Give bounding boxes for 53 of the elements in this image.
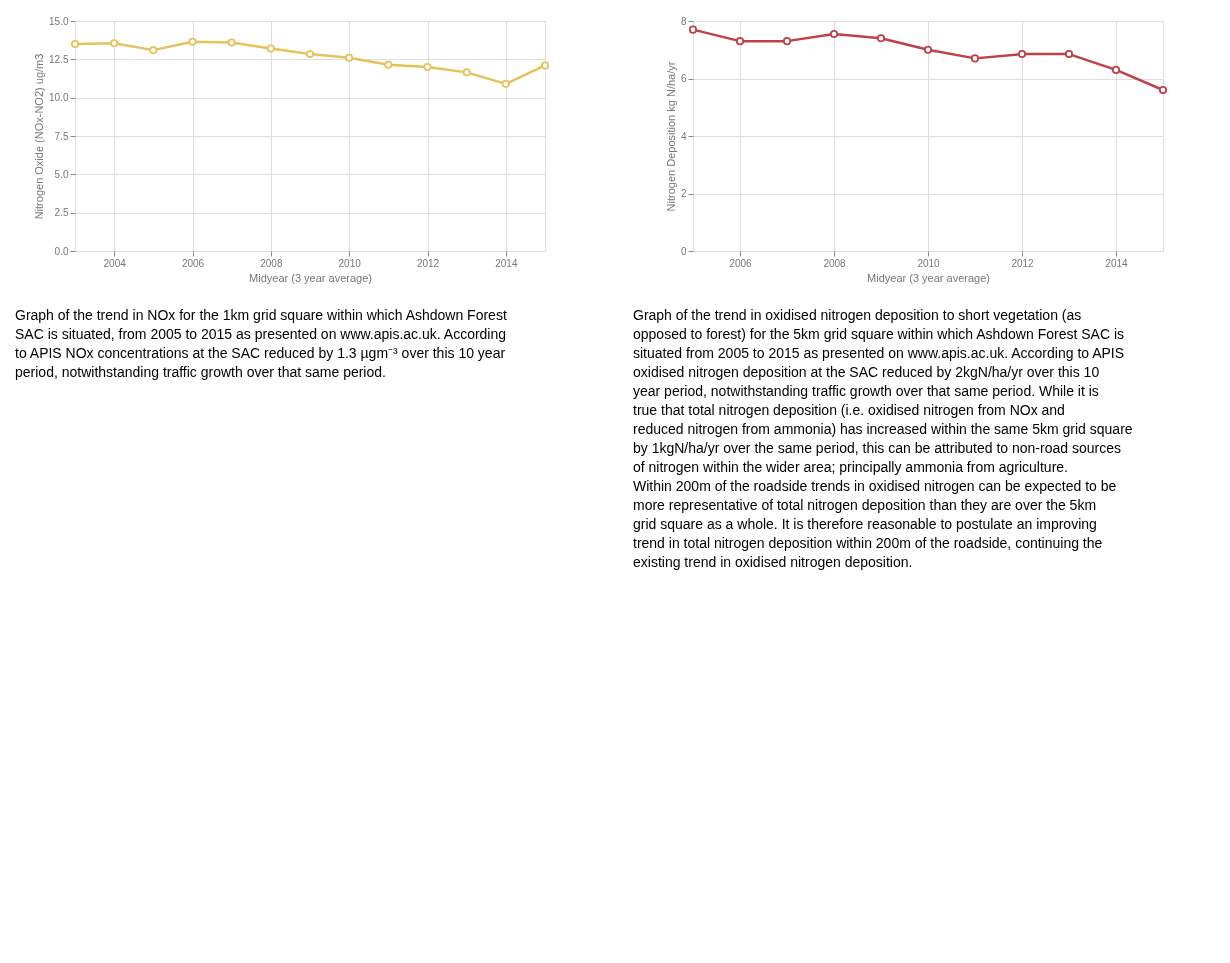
- point: [345, 53, 354, 62]
- y-tick-label: 0: [680, 245, 687, 257]
- point: [923, 45, 933, 54]
- point: [688, 25, 698, 34]
- point: [782, 37, 792, 46]
- y-tick-label: 2: [680, 188, 687, 199]
- x-tick-label: 2010: [338, 257, 362, 269]
- x-tick-label: 2008: [823, 257, 847, 269]
- point: [423, 62, 432, 72]
- x-tick-label: 2006: [729, 257, 753, 269]
- point: [227, 38, 236, 47]
- y-tick-label: 12.5: [49, 53, 69, 65]
- point: [462, 68, 471, 77]
- y-tick-label: 4: [680, 130, 687, 142]
- point: [1111, 65, 1121, 74]
- point: [110, 39, 119, 48]
- x-tick-label: 2012: [1011, 257, 1035, 269]
- y-tick-label: 6: [680, 73, 687, 84]
- point: [970, 54, 980, 63]
- text: Graph of the trend in NOx for the 1km grid square within which Ashdown Forest SAC is situated, from 2005 to 2015 as presented on www.apis.ac.uk. According to APIS NOx concentrations at the SAC reduced by 1.3 µgm⁻³ over this 10 year period, notwithstanding traffic growth over that same period.: [15, 307, 507, 380]
- point: [540, 61, 550, 70]
- x-tick-label: 2008: [260, 257, 283, 269]
- point: [1064, 50, 1074, 59]
- x-tick-label: 2010: [917, 257, 941, 269]
- y-tick-label: 10.0: [49, 92, 69, 104]
- point: [829, 29, 839, 38]
- x-axis-title: Midyear (3 year average): [867, 271, 990, 284]
- text: Graph of the trend in oxidised nitrogen deposition to short vegetation (as opposed to forest) for the 5km grid square within which Ashdown Forest SAC is situated from 2005 to 2015 as presented on www.apis.ac.uk. According to APIS oxidised nitrogen deposition at the SAC reduced by 2kgN/ha/yr over this 10 year period, notwithstanding traffic growth over that same period. While it is true that total nitrogen deposition (i.e. oxidised nitrogen from NOx and reduced nitrogen from ammonia) has increased within the same 5km grid square by 1kgN/ha/yr over the same period, this can be attributed to non-road sources of nitrogen within the wider area; principally ammonia from agriculture. Within 200m of the roadside trends in oxidised nitrogen can be expected to be more representative of total nitrogen deposition than they are over the 5km grid square as a whole. It is therefore reasonable to postulate an improving trend in total nitrogen deposition within 200m of the roadside, continuing the existing trend in oxidised nitrogen deposition.: [633, 307, 1133, 570]
- point: [1017, 50, 1027, 59]
- point: [149, 46, 158, 55]
- point: [70, 39, 80, 49]
- y-tick-label: 2.5: [54, 207, 69, 219]
- point: [735, 37, 745, 46]
- x-tick-label: 2014: [1105, 257, 1129, 269]
- point: [305, 49, 315, 59]
- y-tick-label: 15.0: [49, 15, 69, 27]
- x-axis-title: Midyear (3 year average): [249, 271, 372, 284]
- y-axis-title: Nitrogen Oxide (NOx-NO2) ug/m3: [33, 53, 46, 220]
- x-tick-label: 2014: [495, 257, 518, 269]
- point: [384, 60, 393, 69]
- x-tick-label: 2006: [181, 257, 205, 269]
- point: [1158, 85, 1168, 95]
- x-tick-label: 2004: [103, 257, 127, 269]
- point: [188, 37, 197, 46]
- point: [266, 44, 275, 53]
- y-tick-label: 7.5: [54, 130, 69, 142]
- x-tick-label: 2012: [416, 257, 440, 269]
- point: [501, 79, 510, 88]
- y-tick-label: 8: [680, 15, 687, 27]
- y-tick-label: 5.0: [54, 168, 69, 180]
- y-axis-title: Nitrogen Deposition kg N/ha/yr: [664, 61, 677, 212]
- y-tick-label: 0.0: [54, 245, 69, 257]
- point: [876, 34, 886, 43]
